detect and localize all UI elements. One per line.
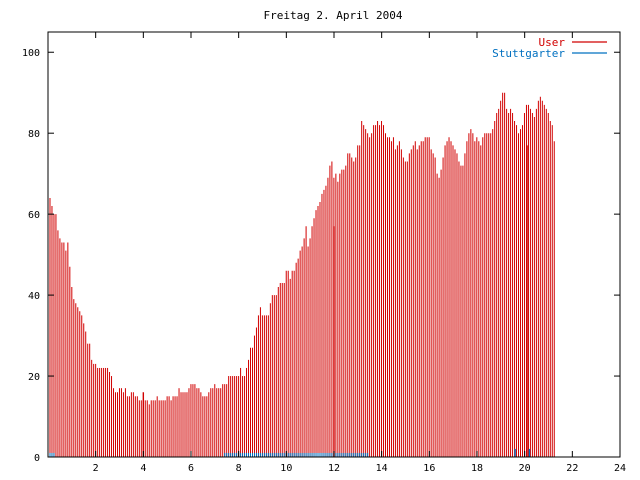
x-tick-label: 16 [423,463,435,474]
x-tick-label: 22 [566,463,578,474]
y-axis: 0 20 40 60 80 100 [22,48,620,464]
stuttgarter-bars [47,452,369,457]
y-tick-label: 0 [34,453,40,464]
y-tick-label: 60 [28,210,40,221]
x-tick-label: 14 [376,463,388,474]
x-tick-label: 18 [471,463,483,474]
legend-label-user: User [539,36,566,49]
y-tick-label: 80 [28,129,40,140]
x-tick-label: 12 [328,463,340,474]
x-tick-label: 8 [236,463,242,474]
y-tick-label: 40 [28,291,40,302]
x-tick-label: 10 [280,463,292,474]
user-bars [47,92,555,457]
legend: User Stuttgarter [492,36,607,60]
x-tick-label: 2 [93,463,99,474]
x-tick-label: 4 [140,463,146,474]
x-axis: 2 4 6 8 10 12 14 16 18 20 22 24 [93,32,626,474]
legend-label-stuttgarter: Stuttgarter [492,47,565,60]
y-tick-label: 100 [22,48,40,59]
spike-bars [142,145,531,457]
x-tick-label: 20 [519,463,531,474]
x-tick-label: 24 [614,463,626,474]
chart-title: Freitag 2. April 2004 [263,9,402,22]
x-tick-label: 6 [188,463,194,474]
y-tick-label: 20 [28,372,40,383]
